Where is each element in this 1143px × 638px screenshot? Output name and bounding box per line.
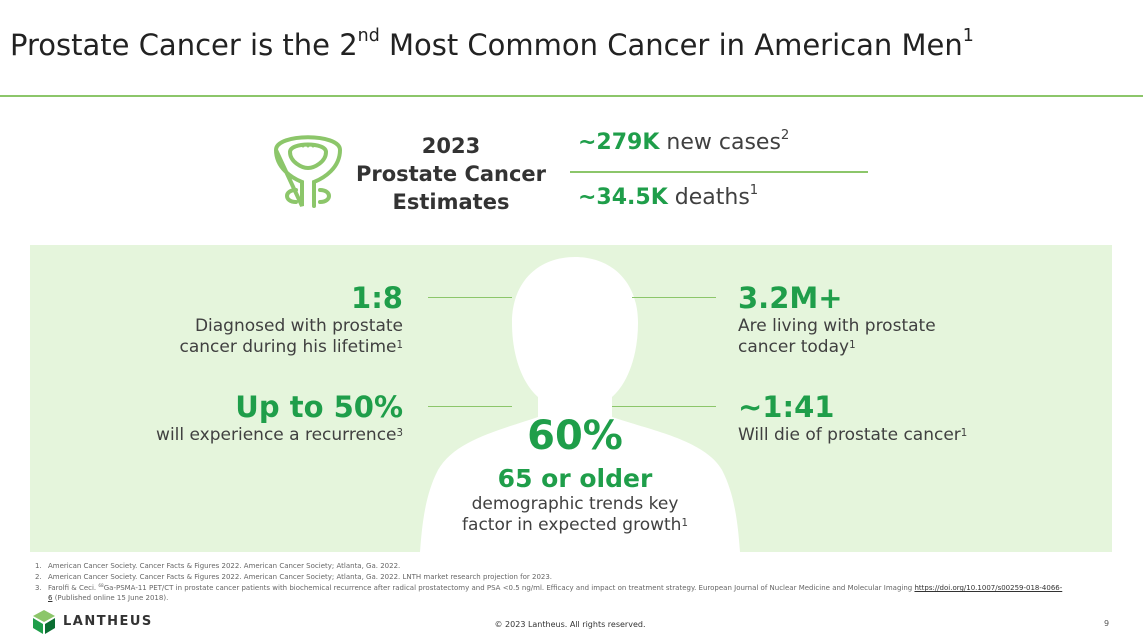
estimates-line: Estimates [392, 190, 510, 214]
footnote: 1. American Cancer Society. Cancer Facts … [35, 561, 1065, 571]
center-text: factor in expected growth [462, 515, 682, 535]
ref: 2 [780, 128, 790, 143]
ref: 1 [749, 183, 759, 198]
stat-text: Will die of prostate cancer [738, 425, 961, 445]
stat-text: will experience a recurrence [156, 425, 397, 445]
footnote-text: Ga-PSMA-11 PET/CT in prostate cancer pat… [103, 584, 915, 592]
logo-mark [33, 610, 55, 634]
copyright: © 2023 Lantheus. All rights reserved. [494, 620, 646, 629]
center-stat: 60% 65 or older demographic trends key f… [425, 412, 725, 536]
connector [428, 297, 512, 298]
ref: 1 [960, 428, 968, 439]
footnote-text: (Published online 15 June 2018). [52, 594, 169, 602]
title-rule [0, 95, 1143, 97]
stat-value: Up to 50% [235, 390, 403, 424]
footnote-text: American Cancer Society. Cancer Facts & … [48, 573, 553, 581]
title-text: Most Common Cancer in American Men [379, 28, 963, 62]
title: Prostate Cancer is the 2nd Most Common C… [10, 26, 974, 62]
stat-text-line: will experience a recurrence3 [156, 425, 403, 446]
stat-text-line: cancer today1 [738, 337, 936, 358]
center-text-line: factor in expected growth1 [425, 515, 725, 536]
center-value: 60% [527, 413, 623, 459]
stat-value: ~1:41 [738, 390, 835, 424]
estimate-value: ~34.5K [578, 185, 668, 210]
ref: 1 [396, 340, 403, 351]
footnote-number: 3. [35, 584, 42, 592]
estimate-item: ~34.5K deaths1 [578, 183, 759, 210]
stat: ~1:41 Will die of prostate cancer1 [738, 389, 967, 446]
stat-text: Are living with prostate [738, 316, 936, 336]
connector [428, 406, 512, 407]
stat-text: Diagnosed with prostate [194, 316, 403, 336]
footnote-number: 2. [35, 573, 42, 581]
connector [612, 406, 716, 407]
estimate-text: deaths [674, 185, 750, 210]
stat-value: 1:8 [351, 281, 403, 315]
footnote-link[interactable]: https://doi.org/10.1007/s00259-018-4066-… [48, 584, 1063, 602]
stat-text-line: cancer during his lifetime1 [179, 337, 403, 358]
ref: 1 [849, 340, 856, 351]
footnote: 3. Farolfi & Ceci. 68Ga-PSMA-11 PET/CT in… [35, 583, 1065, 603]
estimates-line: Prostate Cancer [355, 162, 547, 186]
estimate-item: ~279K new cases2 [578, 128, 790, 155]
center-text: demographic trends key [471, 494, 679, 514]
divider [570, 171, 868, 173]
title-text: Prostate Cancer is the 2 [10, 28, 358, 62]
logo-text: LANTHEUS [63, 614, 153, 629]
stat-value: 3.2M+ [738, 281, 843, 315]
estimate-text: new cases [666, 130, 781, 155]
estimates-year: 2023 [421, 134, 481, 158]
footnote: 2. American Cancer Society. Cancer Facts … [35, 572, 1065, 582]
connector [632, 297, 716, 298]
silhouette [420, 257, 740, 552]
title-ref: 1 [962, 26, 974, 46]
footnote-body: Farolfi & Ceci. 68Ga-PSMA-11 PET/CT in p… [48, 583, 1065, 603]
stat: 3.2M+ Are living with prostate cancer to… [738, 280, 936, 358]
stat-text: cancer during his lifetime [179, 337, 397, 357]
stat: Up to 50% will experience a recurrence3 [156, 389, 403, 446]
estimates-label: 2023 Prostate Cancer Estimates [351, 132, 551, 216]
ref: 3 [396, 428, 403, 439]
stat: 1:8 Diagnosed with prostate cancer durin… [179, 280, 403, 358]
prostate-icon [274, 135, 343, 208]
ref: 1 [681, 518, 688, 529]
center-label: 65 or older [497, 464, 653, 493]
footnote-number: 1. [35, 562, 42, 570]
stat-text-line: Will die of prostate cancer1 [738, 425, 967, 446]
page-number: 9 [1104, 619, 1110, 628]
footnote-sup: 68 [98, 583, 104, 588]
title-sup: nd [357, 26, 380, 46]
stat-text: cancer today [738, 337, 850, 357]
footnote-text: Farolfi & Ceci. [48, 584, 99, 592]
footnote-text: American Cancer Society. Cancer Facts & … [48, 562, 401, 570]
estimate-value: ~279K [578, 130, 660, 155]
